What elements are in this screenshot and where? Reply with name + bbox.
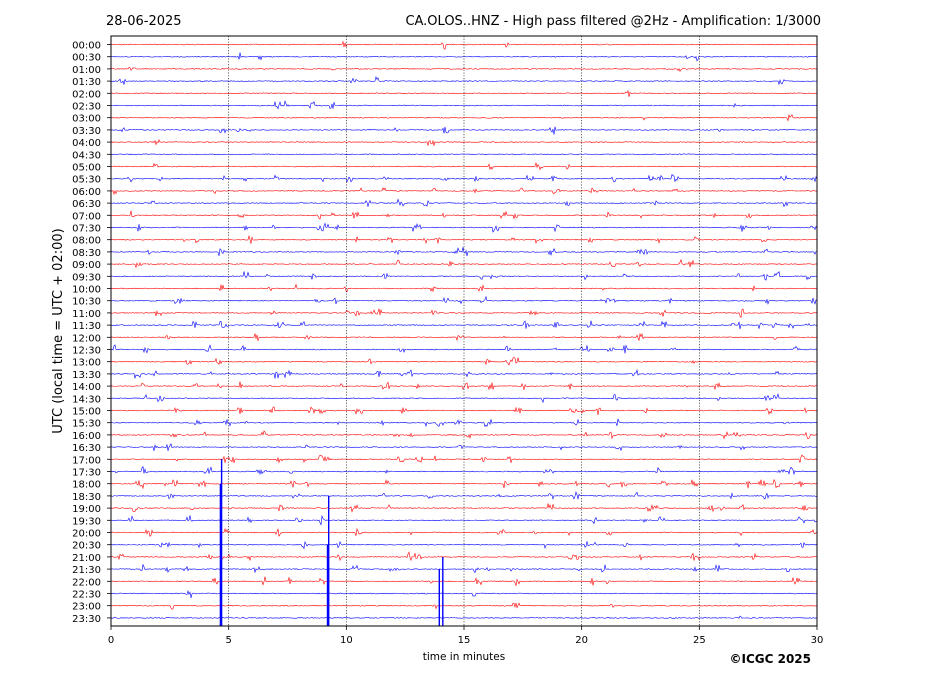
copyright-label: ©ICGC 2025: [729, 652, 811, 666]
x-tick-label: 30: [811, 635, 824, 646]
y-tick-label: 07:00: [72, 211, 101, 222]
trace-1930: [110, 514, 818, 526]
trace-2130: [110, 563, 818, 574]
trace-0100: [110, 67, 818, 72]
trace-1730: [110, 465, 818, 476]
x-tick-label: 10: [340, 635, 353, 646]
y-tick-label: 05:00: [72, 163, 101, 174]
trace-2300: [110, 602, 818, 610]
trace-1030: [110, 295, 818, 305]
trace-0800: [110, 234, 818, 245]
y-tick-label: 01:30: [72, 77, 101, 88]
x-tick-label: 25: [693, 635, 706, 646]
chart-title: CA.OLOS..HNZ - High pass filtered @2Hz -…: [405, 14, 821, 29]
y-tick-label: 22:00: [72, 577, 101, 588]
y-tick-label: 11:00: [72, 309, 101, 320]
x-tick-labels: 0 5 10 15 20 25 30: [108, 626, 824, 646]
y-tick-label: 03:00: [72, 114, 101, 125]
x-tick-label: 5: [225, 635, 231, 646]
trace-1330: [110, 368, 818, 379]
trace-0400: [110, 138, 818, 146]
trace-0700: [110, 210, 818, 220]
y-tick-label: 07:30: [72, 224, 101, 235]
y-tick-label: 16:00: [72, 431, 101, 442]
y-tick-label: 22:30: [72, 590, 101, 601]
y-tick-label: 16:30: [72, 443, 101, 454]
y-tick-label: 09:00: [72, 260, 101, 271]
x-axis-label: time in minutes: [423, 651, 505, 663]
trace-1800: [110, 479, 818, 490]
trace-1100: [110, 308, 818, 319]
y-tick-label: 08:30: [72, 248, 101, 259]
trace-0630: [110, 198, 818, 208]
y-tick-label: 18:30: [72, 492, 101, 503]
trace-1900: [110, 503, 818, 513]
plot-frame: [110, 35, 818, 627]
y-tick-label: 03:30: [72, 126, 101, 137]
trace-1630: [110, 443, 818, 452]
y-tick-label: 05:30: [72, 175, 101, 186]
y-tick-label: 01:00: [72, 65, 101, 76]
y-tick-label: 12:30: [72, 346, 101, 357]
y-tick-label: 10:30: [72, 297, 101, 308]
y-tick-label: 20:30: [72, 541, 101, 552]
y-tick-label: 23:30: [72, 614, 101, 625]
trace-1500: [110, 406, 818, 416]
x-tick-label: 20: [575, 635, 588, 646]
chart-date: 28-06-2025: [106, 14, 182, 29]
y-tick-label: 14:30: [72, 394, 101, 405]
trace-0200: [110, 89, 818, 97]
y-tick-label: 18:00: [72, 480, 101, 491]
y-tick-label: 21:00: [72, 553, 101, 564]
x-tick-label: 0: [108, 635, 114, 646]
y-tick-label: 08:00: [72, 236, 101, 247]
y-tick-label: 14:00: [72, 382, 101, 393]
y-tick-label: 00:30: [72, 53, 101, 64]
y-tick-label: 10:00: [72, 285, 101, 296]
y-tick-label: 04:30: [72, 150, 101, 161]
trace-2330: [110, 615, 818, 619]
x-tick-label: 15: [458, 635, 471, 646]
trace-1230: [110, 344, 818, 354]
trace-1200: [110, 332, 818, 342]
y-tick-label: 19:00: [72, 504, 101, 515]
y-tick-label: 15:30: [72, 419, 101, 430]
y-tick-label: 02:00: [72, 89, 101, 100]
trace-0000: [110, 40, 818, 50]
y-axis-label: UTC (local time = UTC + 02:00): [51, 228, 66, 433]
y-tick-label: 09:30: [72, 272, 101, 283]
trace-0500: [110, 161, 818, 171]
trace-2100: [110, 551, 818, 562]
y-tick-label: 06:30: [72, 199, 101, 210]
trace-2200: [110, 576, 818, 586]
y-tick-label: 13:00: [72, 358, 101, 369]
y-tick-label: 13:30: [72, 370, 101, 381]
y-tick-label: 21:30: [72, 565, 101, 576]
trace-0330: [110, 126, 818, 135]
y-tick-label: 15:00: [72, 407, 101, 418]
y-tick-label: 02:30: [72, 102, 101, 113]
y-tick-label: 20:00: [72, 529, 101, 540]
y-tick-label: 12:00: [72, 333, 101, 344]
y-tick-label: 19:30: [72, 516, 101, 527]
trace-0530: [110, 174, 818, 183]
trace-1400: [110, 381, 818, 391]
trace-0230: [110, 100, 818, 110]
gridline-layer: [228, 36, 700, 626]
trace-1600: [110, 430, 818, 440]
y-tick-label: 17:30: [72, 468, 101, 479]
trace-0930: [110, 270, 818, 281]
y-tick-label: 17:00: [72, 455, 101, 466]
trace-2030: [110, 540, 818, 550]
y-tick-label: 23:00: [72, 602, 101, 613]
y-tick-label: 04:00: [72, 138, 101, 149]
y-tick-label: 06:00: [72, 187, 101, 198]
y-tick-label: 11:30: [72, 321, 101, 332]
y-tick-label: 00:00: [72, 41, 101, 52]
